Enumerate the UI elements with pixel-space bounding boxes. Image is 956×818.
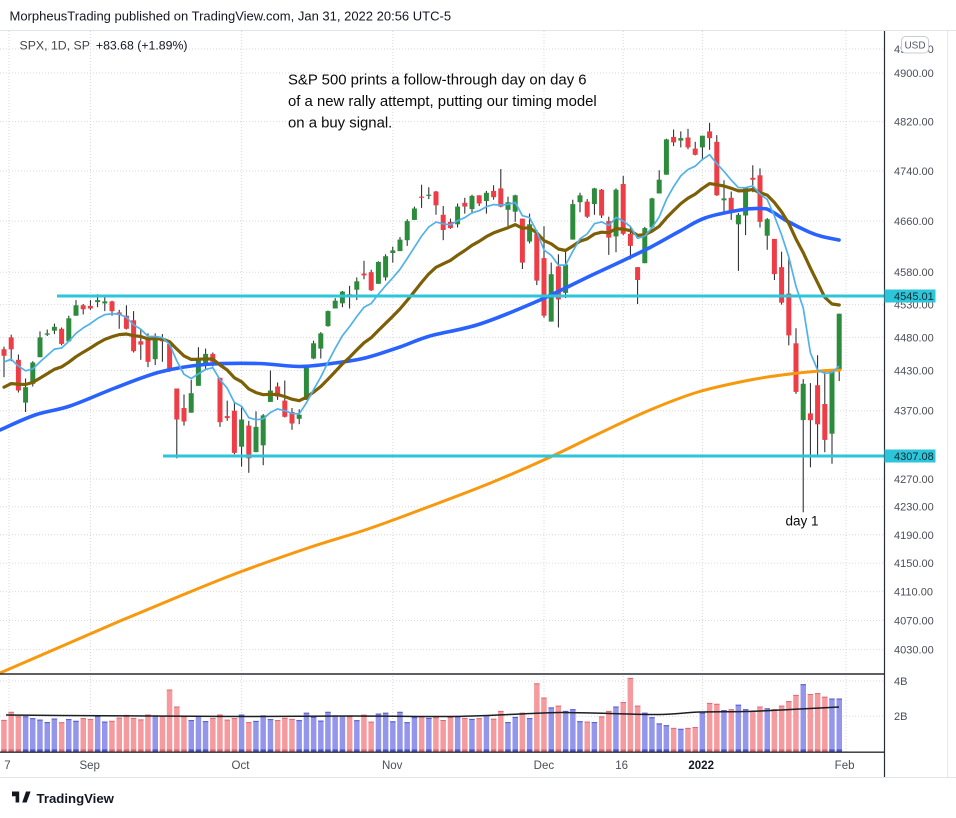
svg-text:4530.00: 4530.00 bbox=[894, 300, 934, 312]
svg-text:2022: 2022 bbox=[688, 760, 714, 772]
svg-text:4110.00: 4110.00 bbox=[894, 587, 933, 599]
svg-text:4190.00: 4190.00 bbox=[894, 530, 934, 542]
svg-text:4900.00: 4900.00 bbox=[894, 68, 934, 80]
svg-text:4150.00: 4150.00 bbox=[894, 558, 934, 570]
svg-text:Oct: Oct bbox=[232, 760, 251, 772]
svg-text:4307.08: 4307.08 bbox=[894, 451, 934, 463]
svg-text:4B: 4B bbox=[894, 676, 907, 688]
svg-text:4740.00: 4740.00 bbox=[894, 166, 934, 178]
svg-text:4820.00: 4820.00 bbox=[894, 117, 934, 129]
svg-text:4030.00: 4030.00 bbox=[894, 645, 934, 657]
svg-text:4545.01: 4545.01 bbox=[894, 291, 934, 303]
svg-text:4580.00: 4580.00 bbox=[894, 267, 934, 279]
svg-text:4480.00: 4480.00 bbox=[894, 332, 934, 344]
svg-text:2B: 2B bbox=[894, 711, 907, 723]
svg-text:16: 16 bbox=[615, 760, 628, 772]
svg-text:4660.00: 4660.00 bbox=[894, 216, 934, 228]
svg-text:7: 7 bbox=[4, 760, 10, 772]
svg-text:Feb: Feb bbox=[835, 760, 855, 772]
svg-text:day 1: day 1 bbox=[785, 514, 818, 529]
svg-text:Nov: Nov bbox=[382, 760, 403, 772]
svg-text:4370.00: 4370.00 bbox=[894, 406, 934, 418]
svg-text:4230.00: 4230.00 bbox=[894, 502, 934, 514]
svg-text:4070.00: 4070.00 bbox=[894, 616, 934, 628]
svg-text:TradingView: TradingView bbox=[37, 791, 115, 806]
svg-text:4430.00: 4430.00 bbox=[894, 366, 934, 378]
svg-text:MorpheusTrading published on T: MorpheusTrading published on TradingView… bbox=[10, 8, 452, 23]
svg-text:4270.00: 4270.00 bbox=[894, 474, 934, 486]
svg-text:on a buy signal.: on a buy signal. bbox=[288, 115, 392, 131]
svg-text:Dec: Dec bbox=[534, 760, 555, 772]
svg-text:Sep: Sep bbox=[79, 760, 99, 772]
svg-text:of a new rally attempt, puttin: of a new rally attempt, putting our timi… bbox=[288, 94, 597, 110]
svg-text:SPX, 1D, SP+83.68 (+1.89%): SPX, 1D, SP +83.68 (+1.89%) bbox=[20, 39, 188, 53]
svg-text:S&P 500 prints a follow-throug: S&P 500 prints a follow-through day on d… bbox=[288, 73, 587, 89]
svg-text:USD: USD bbox=[904, 41, 925, 52]
